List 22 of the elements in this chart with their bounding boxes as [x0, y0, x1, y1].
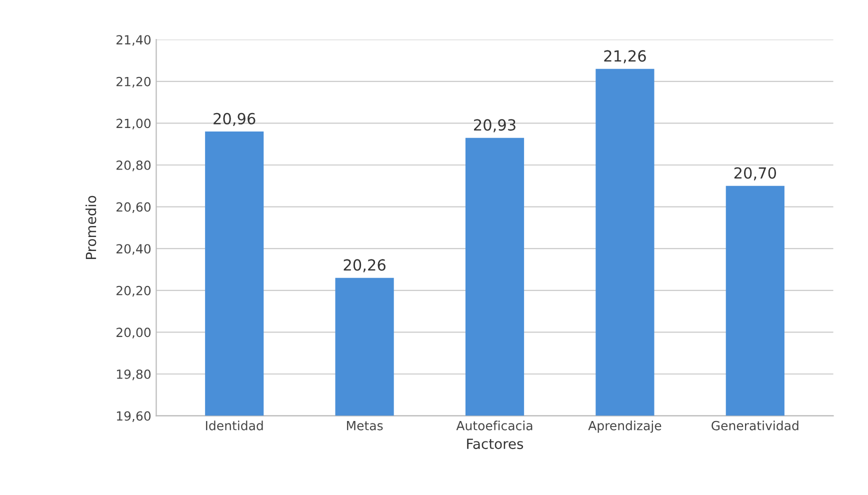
y-tick-label: 20,00 [116, 328, 151, 338]
data-label: 20,96 [214, 112, 256, 126]
x-axis-title: Factores [467, 438, 524, 450]
y-tick-label: 19,80 [116, 369, 151, 380]
x-tick-label: Autoeficacia [456, 420, 532, 430]
data-label: 20,70 [734, 167, 776, 180]
y-tick-label: 20,60 [116, 202, 151, 213]
data-label: 21,26 [604, 50, 646, 64]
y-tick-label: 20,80 [116, 160, 151, 172]
data-label: 20,26 [344, 259, 386, 272]
data-label: 20,93 [474, 119, 516, 132]
y-tick-label: 19,60 [116, 411, 151, 422]
y-axis-title: Promedio [85, 196, 96, 259]
y-tick-label: 21,00 [116, 118, 151, 130]
x-tick-label: Generatividad [712, 420, 798, 430]
y-tick-label: 21,40 [116, 35, 151, 46]
y-tick-label: 21,20 [116, 76, 151, 88]
x-tick-label: Aprendizaje [588, 420, 662, 433]
y-tick-label: 20,20 [116, 286, 151, 297]
x-tick-label: Metas [347, 421, 383, 430]
x-tick-label: Identidad [206, 420, 263, 430]
y-tick-label: 20,40 [116, 244, 151, 255]
